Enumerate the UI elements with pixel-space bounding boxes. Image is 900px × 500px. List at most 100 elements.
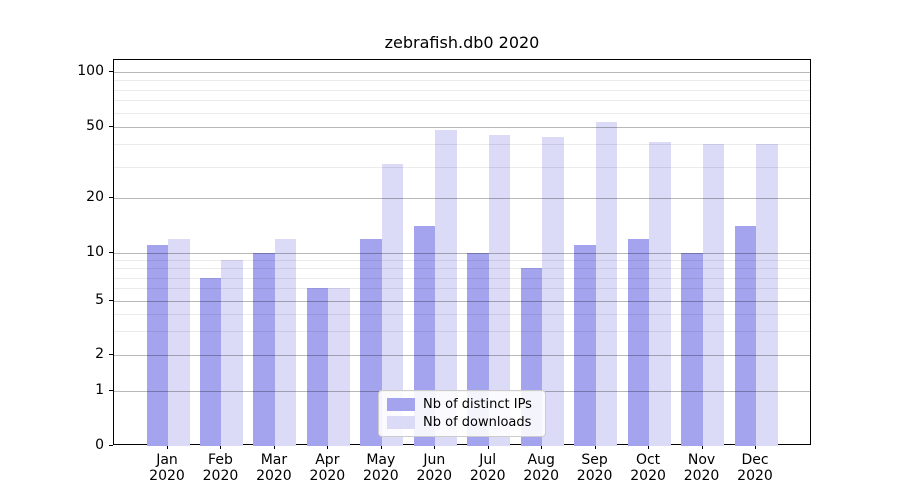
legend: Nb of distinct IPs Nb of downloads bbox=[378, 390, 546, 437]
x-tick-year: 2020 bbox=[523, 468, 559, 484]
y-tick-mark bbox=[109, 445, 113, 446]
major-gridline bbox=[114, 301, 810, 302]
major-gridline bbox=[114, 198, 810, 199]
minor-gridline bbox=[114, 268, 810, 270]
x-tick-mark bbox=[434, 445, 436, 449]
bar-downloads bbox=[488, 135, 511, 446]
y-tick-mark bbox=[109, 354, 113, 355]
minor-gridline bbox=[114, 277, 810, 279]
bar-downloads bbox=[649, 142, 671, 446]
minor-gridline bbox=[114, 80, 810, 82]
legend-swatch-distinct-ips bbox=[387, 398, 415, 412]
legend-item-downloads: Nb of downloads bbox=[387, 414, 537, 431]
x-tick-label: Feb 2020 bbox=[190, 452, 250, 484]
major-gridline bbox=[114, 253, 810, 254]
x-tick-mark bbox=[167, 445, 168, 449]
legend-label-distinct-ips: Nb of distinct IPs bbox=[423, 397, 532, 413]
y-tick-mark bbox=[109, 71, 113, 72]
y-tick-mark bbox=[109, 126, 113, 127]
major-gridline bbox=[114, 72, 810, 73]
minor-gridline bbox=[114, 144, 810, 146]
x-tick-mark bbox=[648, 445, 650, 449]
bar-distinct-ips bbox=[253, 253, 275, 446]
bar-distinct-ips bbox=[734, 226, 756, 446]
bar-distinct-ips bbox=[627, 238, 650, 446]
x-tick-label: Aug 2020 bbox=[511, 452, 571, 484]
y-tick-label: 2 bbox=[95, 346, 104, 362]
x-tick-year: 2020 bbox=[737, 468, 773, 484]
y-tick-label: 20 bbox=[86, 189, 104, 205]
y-tick-mark bbox=[109, 197, 113, 198]
x-tick-year: 2020 bbox=[149, 468, 185, 484]
x-tick-month: May bbox=[366, 452, 396, 468]
bar-downloads bbox=[221, 260, 243, 446]
x-tick-month: Oct bbox=[635, 452, 661, 468]
x-tick-label: Sep 2020 bbox=[565, 452, 625, 484]
bar-downloads bbox=[168, 238, 190, 446]
bar-distinct-ips bbox=[146, 245, 168, 446]
x-tick-month: Jan bbox=[156, 452, 178, 468]
x-tick-year: 2020 bbox=[362, 468, 399, 484]
bar-downloads bbox=[542, 136, 564, 446]
bar-distinct-ips bbox=[574, 245, 596, 446]
minor-gridline bbox=[114, 89, 810, 91]
y-tick-label: 100 bbox=[77, 63, 104, 79]
bar-distinct-ips bbox=[360, 238, 382, 446]
x-tick-mark bbox=[487, 445, 489, 449]
chart-title: zebrafish.db0 2020 bbox=[384, 33, 540, 52]
minor-gridline bbox=[114, 260, 810, 262]
x-tick-label: Apr 2020 bbox=[297, 452, 357, 484]
x-tick-label: Nov 2020 bbox=[672, 452, 732, 484]
x-tick-month: Aug bbox=[527, 452, 555, 468]
y-tick-mark bbox=[109, 390, 113, 391]
bar-downloads bbox=[435, 130, 457, 446]
legend-label-downloads: Nb of downloads bbox=[423, 414, 532, 430]
bar-distinct-ips bbox=[681, 253, 703, 446]
y-tick-label: 5 bbox=[95, 292, 104, 308]
x-tick-year: 2020 bbox=[630, 468, 666, 484]
bar-downloads bbox=[328, 288, 350, 446]
bar-downloads bbox=[756, 144, 778, 446]
x-tick-year: 2020 bbox=[576, 468, 613, 484]
bar-downloads bbox=[274, 238, 297, 446]
x-tick-year: 2020 bbox=[416, 468, 453, 484]
minor-gridline bbox=[114, 100, 810, 102]
y-tick-label: 1 bbox=[95, 382, 104, 398]
y-tick-mark bbox=[109, 252, 113, 253]
x-tick-year: 2020 bbox=[256, 468, 292, 484]
y-tick-label: 0 bbox=[95, 437, 104, 453]
x-tick-label: Jan 2020 bbox=[137, 452, 197, 484]
legend-swatch-downloads bbox=[387, 415, 415, 429]
legend-item-distinct-ips: Nb of distinct IPs bbox=[387, 396, 537, 413]
x-tick-mark bbox=[701, 445, 703, 449]
x-tick-month: Dec bbox=[741, 452, 769, 468]
x-tick-year: 2020 bbox=[683, 468, 720, 484]
x-tick-year: 2020 bbox=[309, 468, 346, 484]
bar-downloads bbox=[595, 122, 618, 446]
y-tick-label: 10 bbox=[86, 244, 104, 260]
major-gridline bbox=[114, 127, 810, 128]
major-gridline bbox=[114, 355, 810, 356]
x-tick-month: Sep bbox=[581, 452, 608, 468]
bar-downloads bbox=[381, 164, 404, 446]
x-tick-mark bbox=[541, 445, 543, 449]
minor-gridline bbox=[114, 331, 810, 333]
x-tick-year: 2020 bbox=[469, 468, 506, 484]
minor-gridline bbox=[114, 314, 810, 316]
plot-area bbox=[113, 59, 811, 446]
x-tick-month: Apr bbox=[315, 452, 340, 468]
x-tick-label: Mar 2020 bbox=[244, 452, 304, 484]
minor-gridline bbox=[114, 166, 810, 168]
x-tick-label: Oct 2020 bbox=[618, 452, 678, 484]
x-tick-mark bbox=[327, 445, 329, 449]
x-tick-mark bbox=[594, 445, 596, 449]
x-tick-label: Jul 2020 bbox=[458, 452, 518, 484]
x-tick-month: Jul bbox=[479, 452, 497, 468]
x-tick-month: Mar bbox=[260, 452, 288, 468]
minor-gridline bbox=[114, 112, 810, 114]
x-tick-mark bbox=[755, 445, 756, 449]
x-tick-month: Feb bbox=[208, 452, 233, 468]
bar-downloads bbox=[702, 144, 725, 446]
x-tick-month: Jun bbox=[423, 452, 446, 468]
x-tick-mark bbox=[273, 445, 275, 449]
